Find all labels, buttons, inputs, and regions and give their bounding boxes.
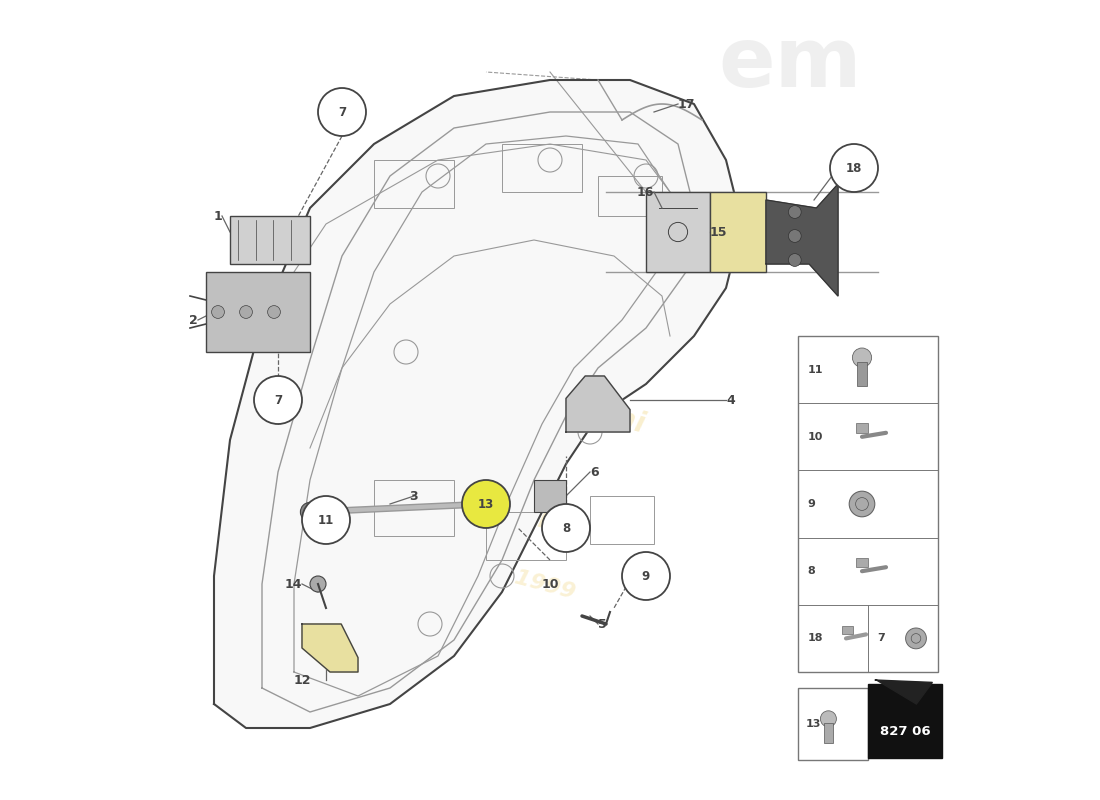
Text: a passion for: a passion for <box>352 456 556 536</box>
Circle shape <box>476 494 496 514</box>
Text: 827 06: 827 06 <box>880 726 931 738</box>
Text: 17: 17 <box>678 98 695 110</box>
Circle shape <box>830 144 878 192</box>
Text: 11: 11 <box>318 514 334 526</box>
Bar <box>824 723 833 742</box>
Bar <box>534 480 566 512</box>
Bar <box>502 144 582 192</box>
Text: since 1999: since 1999 <box>442 549 578 603</box>
Polygon shape <box>302 624 358 672</box>
Circle shape <box>789 254 801 266</box>
Bar <box>590 496 654 544</box>
Text: 13: 13 <box>806 719 822 729</box>
Circle shape <box>302 496 350 544</box>
Bar <box>856 558 868 567</box>
Circle shape <box>310 576 326 592</box>
Bar <box>798 336 938 672</box>
Text: 9: 9 <box>642 570 650 582</box>
Bar <box>857 362 867 386</box>
Polygon shape <box>214 80 742 728</box>
Circle shape <box>318 88 366 136</box>
Text: 9: 9 <box>807 499 815 509</box>
Circle shape <box>542 504 590 552</box>
Circle shape <box>267 306 280 318</box>
Circle shape <box>852 348 871 367</box>
Circle shape <box>300 502 320 522</box>
Circle shape <box>462 480 510 528</box>
Polygon shape <box>874 680 933 704</box>
Text: 15: 15 <box>710 226 727 238</box>
Text: 18: 18 <box>846 162 862 174</box>
Bar <box>374 160 454 208</box>
Bar <box>710 192 766 272</box>
Bar <box>486 512 566 560</box>
Circle shape <box>905 628 926 649</box>
Circle shape <box>789 230 801 242</box>
Text: 6: 6 <box>590 466 598 478</box>
Text: 10: 10 <box>541 578 559 590</box>
Text: em: em <box>718 23 861 105</box>
Text: 7: 7 <box>338 106 346 118</box>
Circle shape <box>849 491 875 517</box>
Circle shape <box>240 306 252 318</box>
Polygon shape <box>566 376 630 432</box>
Bar <box>598 176 662 216</box>
Text: 13: 13 <box>477 498 494 510</box>
Bar <box>230 216 310 264</box>
Bar <box>206 272 310 352</box>
Circle shape <box>821 710 836 726</box>
Text: 12: 12 <box>294 674 310 686</box>
Text: Lamborghini: Lamborghini <box>452 361 648 439</box>
Bar <box>856 423 868 433</box>
Bar <box>374 480 454 536</box>
Text: 11: 11 <box>807 365 823 374</box>
Text: 4: 4 <box>726 394 735 406</box>
Text: 8: 8 <box>807 566 815 576</box>
Text: 3: 3 <box>409 490 418 502</box>
Text: 18: 18 <box>807 634 823 643</box>
Text: 8: 8 <box>562 522 570 534</box>
Text: 7: 7 <box>274 394 282 406</box>
Text: 2: 2 <box>189 314 198 326</box>
Bar <box>842 626 854 634</box>
Text: 16: 16 <box>637 186 654 198</box>
Polygon shape <box>766 184 838 296</box>
Bar <box>868 684 942 758</box>
Text: 14: 14 <box>285 578 303 590</box>
Circle shape <box>211 306 224 318</box>
Bar <box>646 192 710 272</box>
Text: 1: 1 <box>213 210 222 222</box>
Text: 5: 5 <box>598 618 607 630</box>
Circle shape <box>254 376 303 424</box>
Text: 10: 10 <box>807 432 823 442</box>
Circle shape <box>789 206 801 218</box>
Bar <box>798 688 868 760</box>
Circle shape <box>621 552 670 600</box>
Text: 7: 7 <box>878 634 886 643</box>
